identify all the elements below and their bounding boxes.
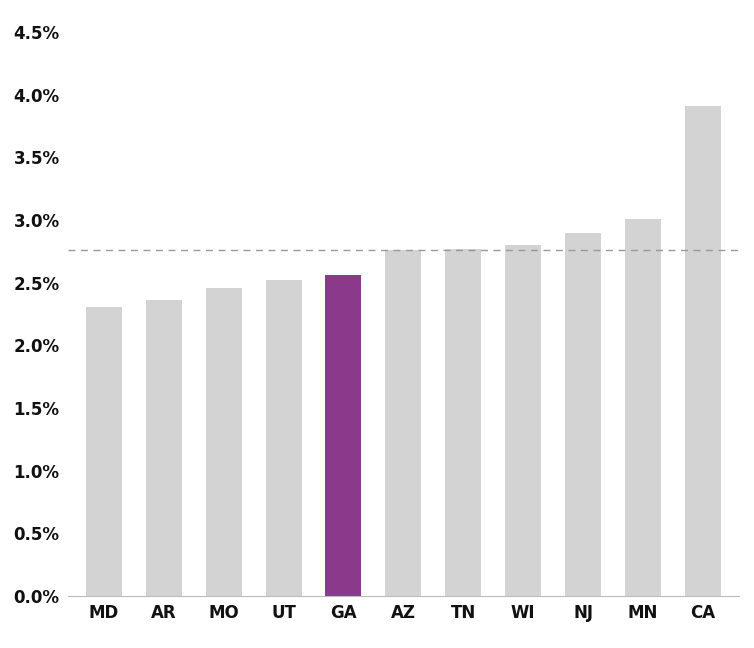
Bar [146, 300, 182, 596]
Bar [566, 233, 601, 596]
Bar [86, 307, 122, 596]
Bar [505, 245, 541, 596]
Bar [326, 275, 361, 596]
Bar [685, 106, 721, 596]
Bar [206, 288, 241, 596]
Bar [265, 280, 302, 596]
Bar [446, 249, 481, 596]
Bar [625, 219, 661, 596]
Bar [385, 250, 421, 596]
